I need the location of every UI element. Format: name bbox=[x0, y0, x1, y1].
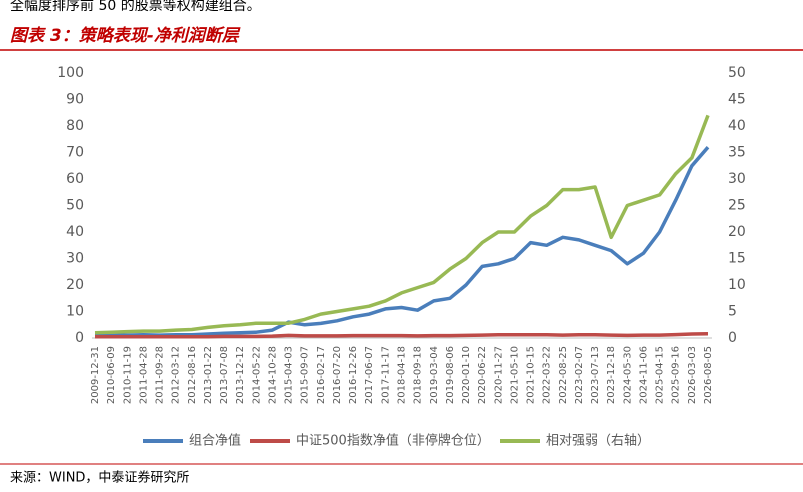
x-tick-label: 2022-08-25 bbox=[558, 346, 569, 404]
x-tick-label: 2013-01-22 bbox=[203, 346, 214, 404]
x-tick-label: 2023-07-13 bbox=[590, 346, 601, 404]
x-tick-label: 2009-12-31 bbox=[90, 346, 101, 404]
y2-tick-label: 10 bbox=[728, 277, 746, 293]
x-tick-label: 2011-09-28 bbox=[155, 346, 166, 404]
legend-label: 组合净值 bbox=[189, 433, 241, 449]
y2-tick-label: 35 bbox=[728, 145, 746, 161]
x-tick-label: 2019-03-04 bbox=[429, 346, 440, 404]
x-tick-label: 2012-08-16 bbox=[187, 346, 198, 404]
x-tick-label: 2020-11-27 bbox=[493, 346, 504, 404]
x-tick-label: 2014-10-28 bbox=[267, 346, 278, 404]
y2-tick-label: 50 bbox=[728, 65, 746, 81]
x-tick-label: 2016-12-26 bbox=[348, 346, 359, 404]
x-tick-label: 2024-05-30 bbox=[622, 346, 633, 404]
x-tick-label: 2010-06-09 bbox=[106, 346, 117, 404]
x-tick-label: 2016-07-20 bbox=[332, 346, 343, 404]
source: 来源：WIND，中泰证券研究所 bbox=[10, 470, 189, 486]
y-tick-label: 60 bbox=[66, 171, 84, 187]
y2-tick-label: 25 bbox=[728, 198, 746, 214]
x-tick-label: 2026-03-03 bbox=[687, 346, 698, 404]
x-tick-label: 2017-06-07 bbox=[364, 346, 375, 404]
chart-title: 图表 3：策略表现-净利润断层 bbox=[10, 26, 241, 46]
x-tick-label: 2016-02-17 bbox=[316, 346, 327, 404]
y2-tick-label: 5 bbox=[728, 304, 737, 320]
header-text: 全幅度排序前 50 的股票等权构建组合。 bbox=[10, 0, 261, 14]
x-tick-label: 2025-09-16 bbox=[671, 346, 682, 404]
series-line bbox=[94, 114, 710, 335]
y-tick-label: 50 bbox=[66, 198, 84, 214]
x-tick-label: 2020-06-22 bbox=[477, 346, 488, 404]
y-tick-label: 40 bbox=[66, 224, 84, 240]
y2-tick-label: 15 bbox=[728, 251, 746, 267]
x-tick-label: 2023-02-07 bbox=[574, 346, 585, 404]
x-tick-label: 2022-03-22 bbox=[542, 346, 553, 404]
x-tick-label: 2025-04-15 bbox=[655, 346, 666, 404]
x-tick-label: 2023-12-18 bbox=[606, 346, 617, 404]
x-tick-label: 2019-08-06 bbox=[445, 346, 456, 404]
y2-tick-label: 40 bbox=[728, 118, 746, 134]
x-tick-label: 2020-01-10 bbox=[461, 346, 472, 404]
x-tick-label: 2018-09-18 bbox=[413, 346, 424, 404]
x-tick-label: 2015-09-07 bbox=[300, 346, 311, 404]
x-tick-label: 2021-10-15 bbox=[526, 346, 537, 404]
y-tick-label: 80 bbox=[66, 118, 84, 134]
y-tick-label: 90 bbox=[66, 92, 84, 108]
series-line bbox=[95, 332, 709, 339]
x-tick-label: 2013-12-12 bbox=[235, 346, 246, 404]
series-line bbox=[95, 146, 710, 338]
y-tick-label: 30 bbox=[66, 251, 84, 267]
x-tick-label: 2015-04-03 bbox=[284, 346, 295, 404]
y2-tick-label: 20 bbox=[728, 224, 746, 240]
x-tick-label: 2013-07-08 bbox=[219, 346, 230, 404]
legend-label: 相对强弱（右轴） bbox=[546, 434, 650, 449]
x-tick-label: 2011-04-28 bbox=[138, 346, 149, 404]
legend-label: 中证500指数净值（非停牌仓位） bbox=[296, 433, 490, 449]
y-tick-label: 0 bbox=[75, 330, 84, 346]
x-tick-label: 2017-11-17 bbox=[380, 346, 391, 404]
y-tick-label: 20 bbox=[66, 277, 84, 293]
x-tick-label: 2012-03-12 bbox=[171, 346, 182, 404]
x-tick-label: 2018-04-18 bbox=[397, 346, 408, 404]
y-tick-label: 10 bbox=[66, 304, 84, 320]
y-tick-label: 70 bbox=[66, 145, 84, 161]
y2-tick-label: 0 bbox=[728, 330, 737, 346]
x-tick-label: 2024-11-06 bbox=[638, 346, 649, 404]
y-tick-label: 100 bbox=[57, 65, 84, 81]
x-tick-label: 2014-05-22 bbox=[251, 346, 262, 404]
x-tick-label: 2021-05-10 bbox=[509, 346, 520, 404]
y2-tick-label: 45 bbox=[728, 92, 746, 108]
x-tick-label: 2026-08-05 bbox=[703, 346, 714, 404]
x-tick-label: 2010-11-19 bbox=[122, 346, 133, 404]
y2-tick-label: 30 bbox=[728, 171, 746, 187]
